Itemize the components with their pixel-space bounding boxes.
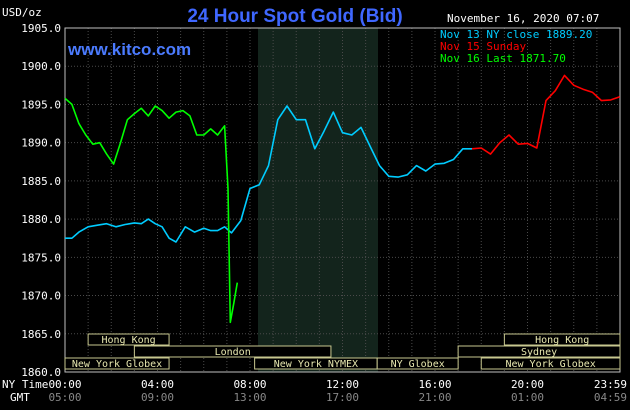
date-label: November 16, 2020 07:07: [447, 12, 599, 25]
legend: Nov 13 NY close 1889.20 Nov 15 Sunday No…: [440, 28, 592, 65]
y-tick-label: 1860.0: [21, 366, 61, 379]
x-tick-label-ny: 00:00: [48, 378, 81, 391]
session-label-sydney: Sydney: [521, 347, 557, 358]
legend-item-nov13: Nov 13 NY close 1889.20: [440, 28, 592, 41]
x-tick-label-gmt: 09:00: [141, 391, 174, 404]
session-bar-ny-globex: [376, 357, 459, 370]
session-label-ny-globex: NY Globex: [391, 359, 445, 370]
session-label-hong-kong: Hong Kong: [535, 335, 589, 346]
y-tick-label: 1905.0: [21, 22, 61, 35]
session-bar-hong-kong: [87, 333, 170, 346]
trading-sessions: Hong Kong London New York Globex New York N…: [64, 333, 621, 370]
y-tick-label: 1885.0: [21, 175, 61, 188]
y-unit-label: USD/oz: [2, 6, 42, 19]
session-bar-london: [133, 345, 332, 358]
session-bar-sydney: [457, 345, 621, 358]
x-tick-label-gmt: 05:00: [48, 391, 81, 404]
y-tick-label: 1870.0: [21, 290, 61, 303]
session-bar-new-york-globex: [480, 357, 621, 370]
x-tick-label-gmt: 01:00: [511, 391, 544, 404]
session-label-new-york-globex: New York Globex: [505, 359, 595, 370]
price-lines: [64, 74, 621, 324]
gmt-row-label: GMT: [10, 391, 30, 404]
x-tick-label-gmt: 04:59: [594, 391, 627, 404]
x-tick-label-ny: 08:00: [233, 378, 266, 391]
legend-item-nov15: Nov 15 Sunday: [440, 40, 526, 53]
y-tick-label: 1865.0: [21, 328, 61, 341]
session-bar-hong-kong: [503, 333, 621, 346]
x-tick-label-ny: 20:00: [511, 378, 544, 391]
session-label-new-york-nymex: New York NYMEX: [274, 359, 358, 370]
ny-time-row-label: NY Time: [2, 378, 48, 391]
y-axis: 1905.0 1900.0 1895.0 1890.0 1885.0 1880.0 1875…: [21, 22, 61, 379]
session-label-hong-kong: Hong Kong: [102, 335, 156, 346]
x-tick-label-gmt: 21:00: [418, 391, 451, 404]
x-tick-label-ny: 23:59: [594, 378, 627, 391]
chart-title: 24 Hour Spot Gold (Bid): [187, 6, 402, 27]
series-line-nov-13-ny-close-1889-20: [65, 105, 472, 243]
series-line-nov-16-last-1871-70: [64, 97, 239, 324]
legend-item-nov16: Nov 16 Last 1871.70: [440, 52, 566, 65]
y-tick-label: 1880.0: [21, 213, 61, 226]
y-tick-label: 1900.0: [21, 60, 61, 73]
x-tick-label-ny: 12:00: [326, 378, 359, 391]
y-tick-label: 1890.0: [21, 137, 61, 150]
session-label-london: London: [215, 347, 251, 358]
x-tick-label-gmt: 13:00: [233, 391, 266, 404]
session-label-new-york-globex: New York Globex: [72, 359, 162, 370]
nymex-session-shading: [258, 28, 378, 372]
x-tick-label-ny: 16:00: [418, 378, 451, 391]
x-tick-label-gmt: 17:00: [326, 391, 359, 404]
website-label: www.kitco.com: [67, 40, 191, 59]
y-tick-label: 1875.0: [21, 251, 61, 264]
plot-frame: [64, 27, 621, 373]
session-bar-new-york-globex: [64, 357, 170, 370]
series-line-nov-15-sunday: [471, 74, 621, 155]
x-tick-label-ny: 04:00: [141, 378, 174, 391]
y-tick-label: 1895.0: [21, 98, 61, 111]
